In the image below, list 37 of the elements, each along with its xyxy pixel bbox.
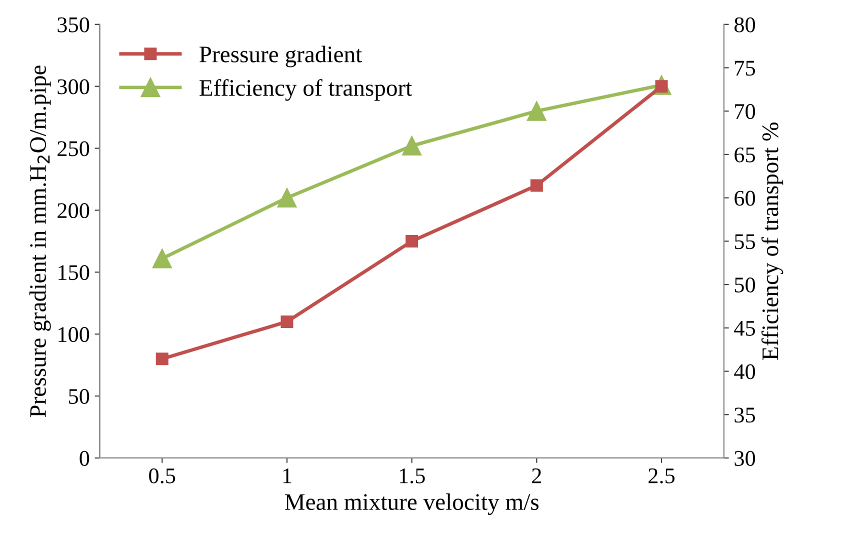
y2-tick-label: 60 [734, 190, 756, 206]
point [277, 188, 297, 208]
y-tick-label: 100 [58, 327, 90, 342]
y-tick-label: 150 [58, 265, 90, 280]
y-axis-title: Pressure gradient in mm.H$_{2}$O/m.pipe [29, 66, 51, 418]
x-tick-label: 0.5 [149, 468, 176, 484]
x-tick-label: 1 [283, 468, 292, 484]
y-tick-label: 300 [58, 79, 90, 94]
y2-tick-label: 80 [734, 17, 756, 32]
y-tick-label: 350 [58, 17, 90, 32]
y2-tick-label: 35 [734, 408, 756, 423]
y2-tick-label: 65 [734, 147, 756, 162]
point [402, 136, 422, 156]
y2-tick-label: 45 [734, 320, 756, 336]
y2-tick-label: 75 [735, 60, 756, 76]
y2-axis-title: Efficiency of transport % [761, 122, 784, 360]
point [526, 101, 546, 121]
y2-tick-label: 70 [735, 104, 756, 120]
x-axis-title: Mean mixture velocity m/s [284, 493, 539, 515]
point [152, 248, 172, 268]
y2-tick-label: 40 [734, 364, 756, 380]
y2-tick-label: 30 [734, 450, 756, 466]
legend-label: Efficiency of transport [200, 79, 412, 101]
x-tick-label: 1.5 [400, 468, 425, 484]
x-tick-label: 2 [532, 468, 542, 484]
y2-tick-label: 55 [734, 234, 756, 250]
legend-label: Pressure gradient [200, 46, 362, 68]
y-tick-label: 0 [80, 450, 90, 466]
y-tick-label: 250 [58, 141, 90, 156]
x-tick-label: 2.5 [648, 468, 675, 484]
point [156, 352, 168, 366]
y2-tick-label: 50 [734, 277, 756, 292]
y-tick-label: 200 [58, 203, 90, 218]
point [280, 315, 294, 328]
point [530, 179, 543, 192]
y-tick-label: 50 [69, 388, 90, 404]
point [406, 234, 418, 248]
